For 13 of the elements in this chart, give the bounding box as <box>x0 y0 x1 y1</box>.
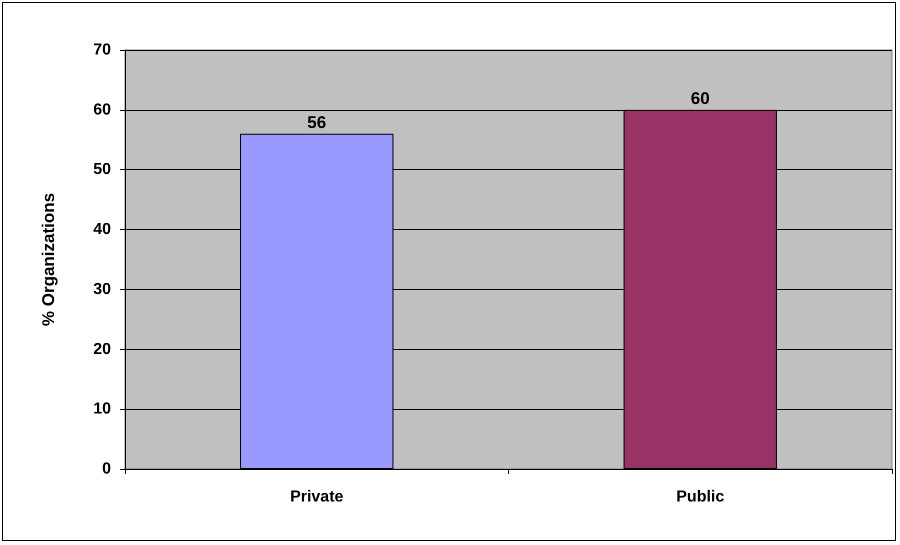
x-tick-label: Public <box>676 488 724 506</box>
x-tick-label: Private <box>290 488 344 506</box>
data-label: 60 <box>690 88 710 108</box>
y-tick-label: 60 <box>93 101 112 118</box>
y-tick-label: 50 <box>93 161 112 178</box>
y-tick-label: 70 <box>93 42 112 58</box>
y-tick-label: 20 <box>93 340 112 358</box>
y-axis-title: % Organizations <box>39 192 58 326</box>
y-tick-label: 0 <box>102 460 112 478</box>
y-tick-label: 30 <box>93 280 112 298</box>
y-tick-label: 10 <box>93 400 112 418</box>
y-tick-label: 40 <box>93 221 112 238</box>
data-label: 56 <box>307 112 326 132</box>
